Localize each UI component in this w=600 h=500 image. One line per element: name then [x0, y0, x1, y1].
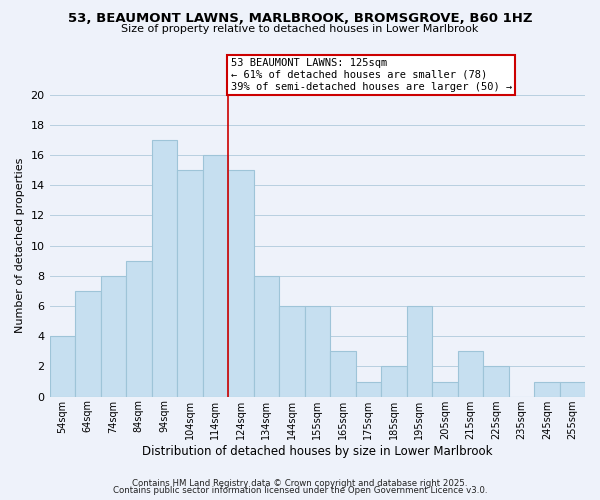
- Bar: [152, 140, 177, 396]
- X-axis label: Distribution of detached houses by size in Lower Marlbrook: Distribution of detached houses by size …: [142, 444, 493, 458]
- Y-axis label: Number of detached properties: Number of detached properties: [15, 158, 25, 334]
- Bar: [203, 155, 228, 396]
- Bar: [560, 382, 585, 396]
- Bar: [432, 382, 458, 396]
- Bar: [228, 170, 254, 396]
- Bar: [330, 352, 356, 397]
- Bar: [483, 366, 509, 396]
- Text: Contains public sector information licensed under the Open Government Licence v3: Contains public sector information licen…: [113, 486, 487, 495]
- Bar: [381, 366, 407, 396]
- Text: 53 BEAUMONT LAWNS: 125sqm
← 61% of detached houses are smaller (78)
39% of semi-: 53 BEAUMONT LAWNS: 125sqm ← 61% of detac…: [230, 58, 512, 92]
- Bar: [177, 170, 203, 396]
- Text: 53, BEAUMONT LAWNS, MARLBROOK, BROMSGROVE, B60 1HZ: 53, BEAUMONT LAWNS, MARLBROOK, BROMSGROV…: [68, 12, 532, 26]
- Bar: [75, 291, 101, 397]
- Bar: [126, 260, 152, 396]
- Bar: [305, 306, 330, 396]
- Bar: [458, 352, 483, 397]
- Bar: [356, 382, 381, 396]
- Text: Size of property relative to detached houses in Lower Marlbrook: Size of property relative to detached ho…: [121, 24, 479, 34]
- Bar: [534, 382, 560, 396]
- Bar: [50, 336, 75, 396]
- Bar: [101, 276, 126, 396]
- Text: Contains HM Land Registry data © Crown copyright and database right 2025.: Contains HM Land Registry data © Crown c…: [132, 478, 468, 488]
- Bar: [407, 306, 432, 396]
- Bar: [279, 306, 305, 396]
- Bar: [254, 276, 279, 396]
